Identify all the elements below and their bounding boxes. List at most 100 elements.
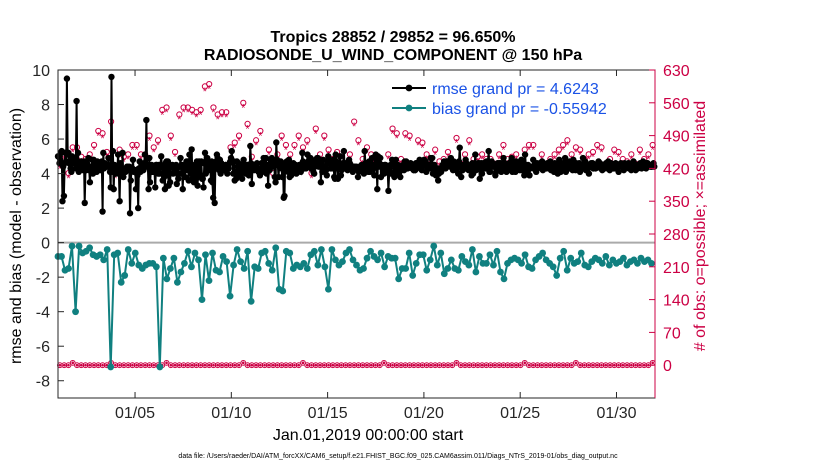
bias-point — [402, 265, 410, 272]
bias-point — [202, 251, 209, 259]
obs-bottom-assimilated-marker — [139, 363, 143, 367]
obs-bottom-assimilated-marker — [514, 363, 518, 367]
obs-possible-marker — [530, 141, 537, 149]
obs-bottom-possible-marker — [214, 362, 221, 369]
bias-point — [346, 246, 353, 253]
obs-possible-marker — [133, 141, 140, 149]
rmse-point — [397, 173, 404, 181]
bias-point — [100, 256, 108, 264]
obs-assimilated-marker: * — [416, 140, 421, 152]
rmse-point — [173, 180, 181, 188]
obs-bottom-possible-marker — [479, 362, 485, 369]
rmse-point — [391, 173, 398, 181]
rmse-point — [319, 156, 327, 163]
obs-bottom-assimilated-marker — [318, 363, 322, 367]
obs-possible-marker — [355, 137, 362, 144]
rmse-point — [60, 192, 68, 200]
bias-point — [409, 272, 417, 279]
obs-bottom-possible-marker — [560, 362, 567, 369]
bias-point — [605, 261, 613, 269]
x-tick-label: 01/15 — [308, 405, 348, 422]
obs-assimilated-marker: * — [92, 145, 97, 157]
bias-point — [58, 253, 65, 260]
bias-point — [286, 249, 294, 257]
obs-bottom-assimilated-marker — [455, 361, 458, 365]
obs-possible-marker — [551, 151, 558, 158]
rmse-point — [184, 158, 192, 165]
obs-bottom-assimilated-marker — [229, 363, 232, 367]
obs-assimilated-marker: * — [173, 152, 178, 164]
obs-bottom-possible-marker — [504, 362, 511, 369]
bias-point — [468, 246, 476, 253]
bias-point — [374, 256, 381, 264]
bias-point — [230, 261, 237, 269]
obs-bottom-assimilated-marker — [608, 363, 612, 367]
bias-point — [563, 266, 571, 274]
obs-bottom-assimilated-marker — [288, 363, 292, 367]
bias-point — [598, 259, 606, 267]
bias-point — [300, 259, 308, 267]
bias-point — [500, 275, 508, 283]
obs-bottom-assimilated-marker — [152, 363, 156, 367]
y-left-tick-label: -4 — [36, 305, 50, 322]
obs-bottom-possible-marker — [581, 362, 588, 369]
obs-bottom-possible-marker — [483, 362, 490, 369]
obs-assimilated-marker: * — [595, 145, 600, 157]
obs-possible-marker — [154, 137, 162, 144]
obs-assimilated-marker: * — [199, 110, 204, 122]
obs-bottom-possible-marker — [248, 362, 255, 369]
bias-point — [314, 261, 322, 269]
obs-bottom-possible-marker — [615, 362, 622, 369]
bias-point — [86, 244, 94, 252]
obs-bottom-assimilated-marker — [463, 363, 467, 367]
obs-bottom-assimilated-marker — [391, 363, 394, 367]
obs-bottom-assimilated-marker — [416, 363, 420, 367]
obs-bottom-possible-marker — [197, 362, 204, 369]
obs-bottom-possible-marker — [406, 362, 413, 369]
obs-bottom-possible-marker — [611, 362, 618, 369]
obs-possible-marker — [423, 151, 430, 158]
y-left-tick-label: 6 — [41, 132, 50, 149]
obs-bottom-possible-marker — [453, 359, 460, 366]
obs-bottom-assimilated-marker — [254, 363, 258, 367]
obs-possible-marker — [636, 146, 643, 153]
obs-bottom-assimilated-marker — [540, 363, 544, 367]
obs-possible-marker — [432, 146, 439, 153]
rmse-point — [71, 156, 79, 163]
y-right-tick-label: 70 — [663, 325, 681, 342]
obs-bottom-possible-marker — [278, 362, 285, 369]
rmse-point — [500, 154, 507, 162]
rmse-point — [199, 175, 206, 182]
obs-bottom-possible-marker — [125, 362, 132, 369]
obs-possible-marker — [231, 139, 238, 146]
obs-bottom-assimilated-marker — [369, 363, 373, 367]
obs-bottom-possible-marker — [240, 359, 247, 366]
obs-bottom-possible-marker — [163, 359, 170, 366]
obs-bottom-possible-marker — [632, 362, 639, 369]
bias-point — [549, 263, 557, 271]
obs-assimilated-marker: * — [561, 145, 566, 157]
bias-point — [430, 242, 438, 250]
obs-bottom-assimilated-marker — [557, 363, 561, 367]
rmse-point — [287, 172, 295, 179]
obs-assimilated-marker: * — [130, 145, 135, 157]
bias-point — [405, 249, 413, 257]
obs-possible-marker — [615, 148, 622, 156]
obs-bottom-possible-marker — [564, 362, 571, 369]
obs-assimilated-marker: * — [309, 173, 314, 185]
obs-assimilated-marker: * — [531, 145, 536, 157]
obs-assimilated-marker: * — [147, 135, 152, 147]
obs-assimilated-marker: * — [591, 152, 596, 164]
bias-point — [240, 265, 248, 272]
obs-bottom-possible-marker — [389, 362, 396, 369]
y-left-tick-label: -8 — [36, 374, 50, 391]
rmse-point — [146, 154, 153, 162]
obs-assimilated-marker: * — [403, 133, 408, 145]
obs-bottom-possible-marker — [231, 362, 238, 369]
obs-bottom-assimilated-marker — [459, 363, 463, 367]
obs-bottom-assimilated-marker — [126, 363, 130, 367]
bias-point — [233, 246, 241, 253]
obs-assimilated-marker: * — [587, 154, 592, 166]
bias-point — [223, 258, 230, 266]
